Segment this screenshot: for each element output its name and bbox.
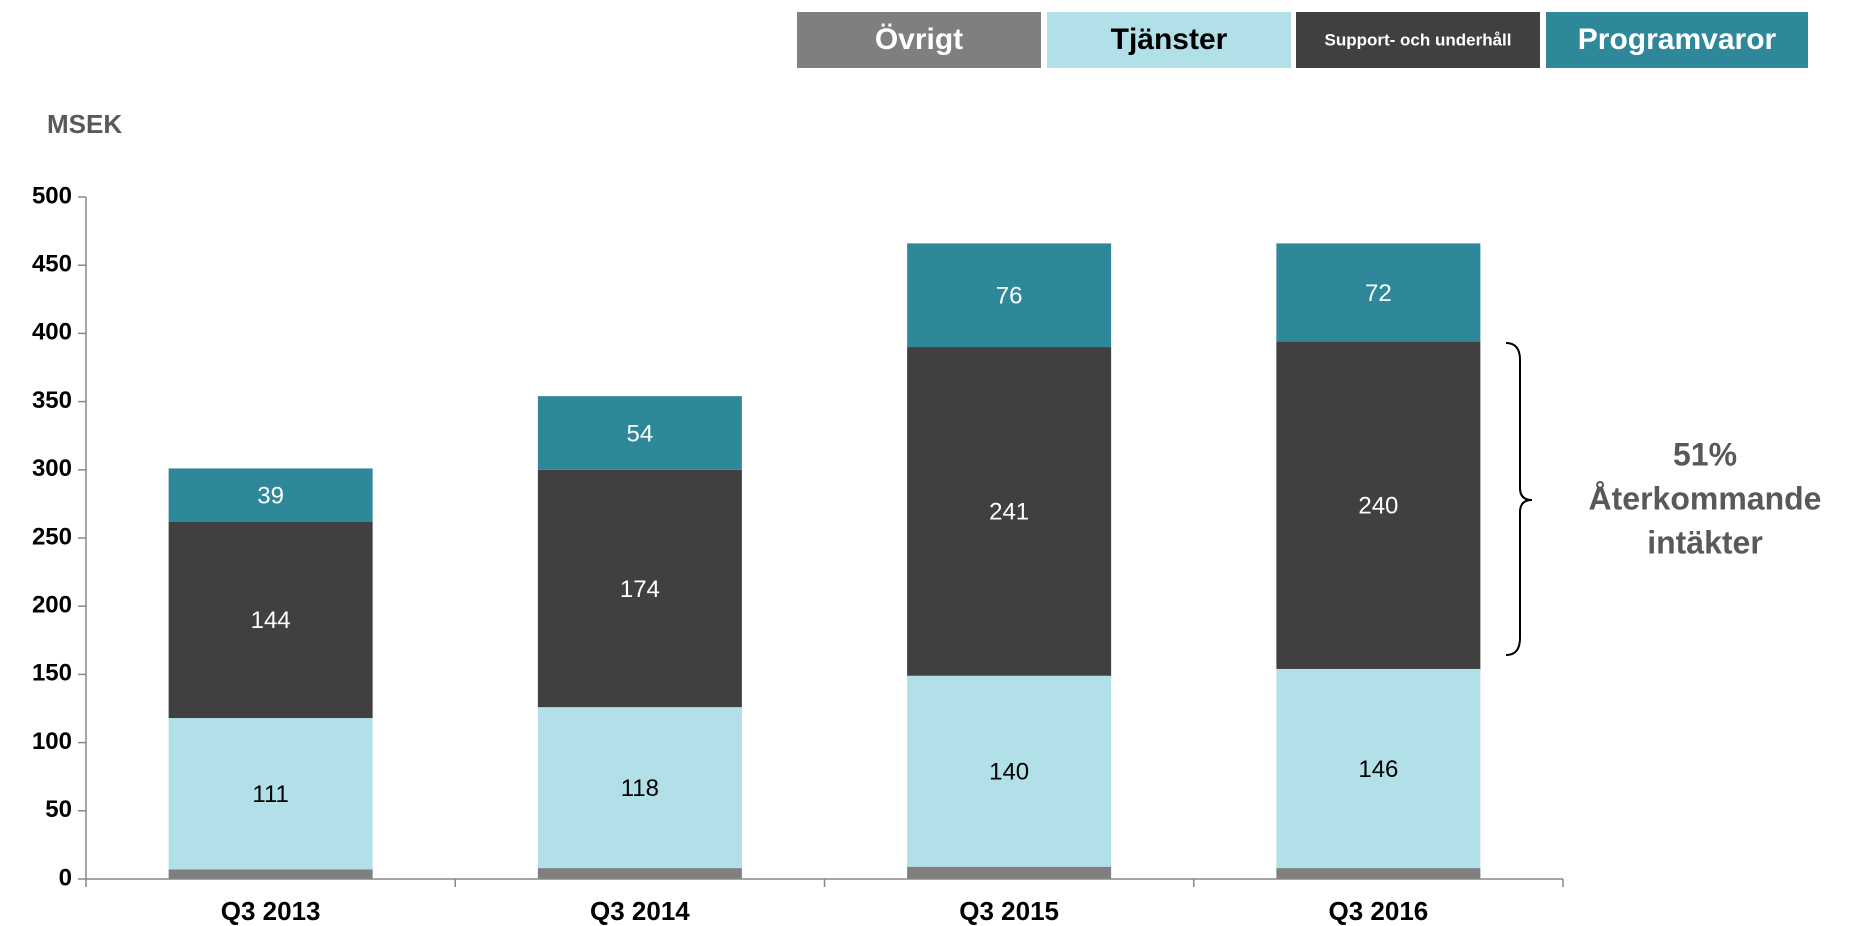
- legend-label: Programvaror: [1578, 23, 1777, 56]
- bar-segment: [537, 469, 742, 708]
- y-tick-label: 400: [32, 319, 72, 346]
- bar-segment: [537, 868, 742, 879]
- annotation: Återkommande: [1589, 480, 1822, 516]
- bar-segment: [168, 468, 373, 522]
- bar-segment: [907, 675, 1112, 867]
- y-tick-label: 500: [32, 182, 72, 209]
- bar-segment: [907, 347, 1112, 676]
- annotation: 51%: [1673, 436, 1737, 472]
- annotation: intäkter: [1647, 524, 1763, 560]
- bar-segment: [1276, 243, 1481, 342]
- legend-label: Tjänster: [1111, 23, 1228, 56]
- data-label: 241: [989, 499, 1029, 526]
- y-axis-label: MSEK: [47, 109, 122, 139]
- data-label: 118: [621, 775, 659, 802]
- bar-segment: [168, 521, 373, 719]
- y-tick-label: 250: [32, 523, 72, 550]
- y-tick-label: 100: [32, 728, 72, 755]
- legend-swatch: [797, 12, 1041, 68]
- y-tick-label: 50: [45, 796, 72, 823]
- bar-segment: [1276, 868, 1481, 879]
- data-label: 144: [251, 607, 291, 634]
- data-label: 174: [620, 576, 660, 603]
- data-label: 140: [989, 759, 1029, 786]
- legend-label: Support- och underhåll: [1325, 30, 1512, 49]
- y-tick-label: 300: [32, 455, 72, 482]
- data-label: 72: [1365, 280, 1392, 307]
- bar-segment: [907, 243, 1112, 348]
- legend-swatch: [1546, 12, 1808, 68]
- data-label: 111: [252, 781, 288, 808]
- bar-segment: [537, 707, 742, 869]
- legend-swatch: [1047, 12, 1291, 68]
- y-tick-label: 450: [32, 251, 72, 278]
- bar-segment: [537, 396, 742, 470]
- legend-label: Övrigt: [875, 23, 963, 56]
- x-tick-label: Q3 2013: [221, 896, 321, 926]
- y-tick-label: 350: [32, 387, 72, 414]
- bar-segment: [168, 718, 373, 870]
- legend-swatch: [1296, 12, 1540, 68]
- x-tick-label: Q3 2014: [590, 896, 690, 926]
- data-label: 240: [1358, 493, 1398, 520]
- data-label: 39: [257, 482, 284, 509]
- bar-segment: [1276, 668, 1481, 869]
- bar-segment: [1276, 341, 1481, 669]
- y-tick-label: 0: [59, 864, 72, 891]
- bar-segment: [907, 866, 1112, 879]
- data-label: 146: [1358, 756, 1398, 783]
- x-tick-label: Q3 2016: [1329, 896, 1429, 926]
- brace: [1505, 342, 1533, 656]
- data-label: 54: [627, 420, 654, 447]
- y-tick-label: 150: [32, 660, 72, 687]
- x-tick-label: Q3 2015: [959, 896, 1059, 926]
- bar-segment: [168, 869, 373, 879]
- data-label: 76: [996, 283, 1023, 310]
- y-tick-label: 200: [32, 592, 72, 619]
